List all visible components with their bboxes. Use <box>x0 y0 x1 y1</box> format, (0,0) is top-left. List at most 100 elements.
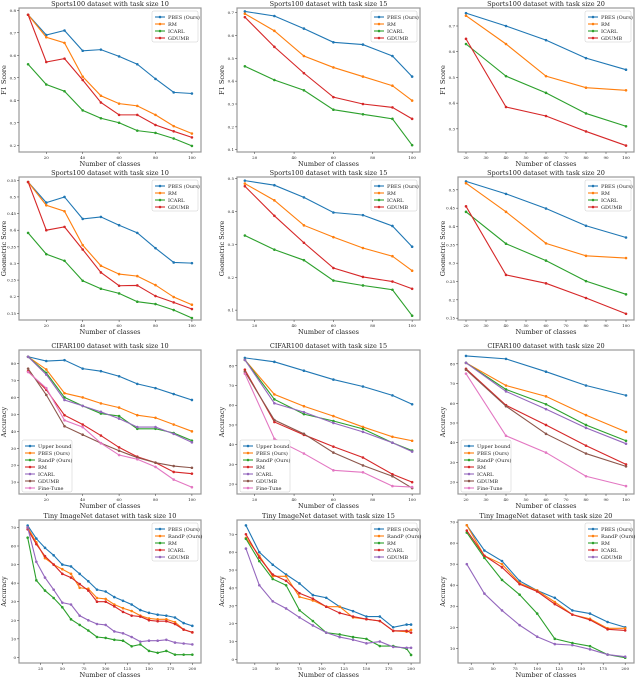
data-point <box>624 124 628 128</box>
y-tick-label: 0.1 <box>228 308 234 313</box>
data-point <box>87 587 90 591</box>
data-point <box>190 398 194 402</box>
data-point <box>99 48 103 51</box>
data-point <box>584 444 588 447</box>
data-point <box>584 426 588 430</box>
data-point <box>147 617 151 620</box>
data-point <box>464 180 468 183</box>
data-point <box>271 600 275 603</box>
data-point <box>117 284 121 288</box>
data-point <box>271 577 275 581</box>
y-tick-label: 0.2 <box>228 275 235 280</box>
data-point <box>136 284 139 287</box>
x-axis-label: Number of classes <box>79 502 140 510</box>
legend-label: PBES (Ours) <box>387 526 419 533</box>
data-point <box>136 457 139 461</box>
data-point <box>26 526 29 529</box>
y-tick-label: 10 <box>11 636 17 641</box>
data-point <box>332 378 335 381</box>
data-point <box>243 182 247 185</box>
legend-label: ICARL <box>168 548 185 554</box>
x-tick-label: 40 <box>503 497 509 502</box>
series-pbes-ours- <box>26 180 194 265</box>
data-point <box>544 395 548 398</box>
chart-title: CIFAR100 dataset with task size 10 <box>51 342 168 350</box>
data-point <box>365 615 368 618</box>
legend-label: GDUMB <box>601 555 622 561</box>
legend-marker <box>246 444 250 448</box>
data-point <box>365 642 368 645</box>
y-tick-label: 70 <box>229 383 235 388</box>
data-point <box>136 425 139 429</box>
chart-title: Sports100 dataset with task size 10 <box>51 0 169 8</box>
data-point <box>606 620 609 624</box>
data-point <box>298 591 301 595</box>
data-point <box>584 112 588 115</box>
data-point <box>45 359 48 363</box>
data-point <box>361 75 365 78</box>
data-point <box>190 472 194 475</box>
data-point <box>391 435 394 439</box>
data-point <box>172 137 175 140</box>
chart-panel: CIFAR100 dataset with task size 20 20 30 40… <box>439 342 635 510</box>
series-line <box>27 527 193 645</box>
data-point <box>391 288 394 292</box>
data-point <box>465 562 469 566</box>
data-point <box>113 630 116 633</box>
x-tick-label: 100 <box>188 155 196 160</box>
data-point <box>78 572 81 576</box>
legend-marker <box>28 458 32 462</box>
data-point <box>78 614 81 617</box>
y-tick-label: 60 <box>450 401 456 406</box>
x-axis-label: Number of classes <box>298 502 359 510</box>
x-tick-label: 125 <box>124 666 132 671</box>
data-point <box>26 524 29 527</box>
data-point <box>624 88 628 92</box>
x-tick-label: 20 <box>463 323 469 328</box>
x-tick-label: 80 <box>153 323 159 328</box>
y-axis-label: Geometric Score <box>439 221 447 277</box>
data-point <box>45 201 48 204</box>
chart-panel: Tiny ImageNet dataset with task size 10 2… <box>0 512 202 677</box>
series-pbes-ours- <box>464 180 628 239</box>
y-tick-label: 30 <box>229 462 235 467</box>
legend-label: RM <box>168 541 177 547</box>
data-point <box>571 641 574 645</box>
data-point <box>95 596 99 600</box>
data-point <box>244 537 248 541</box>
data-point <box>544 91 548 95</box>
x-tick-label: 80 <box>583 155 589 160</box>
x-tick-label: 60 <box>543 323 549 328</box>
data-point <box>391 254 394 258</box>
x-tick-label: 40 <box>503 323 509 328</box>
data-point <box>113 638 116 642</box>
chart-title: Tiny ImageNet dataset with task size 15 <box>262 512 395 520</box>
data-point <box>147 649 151 653</box>
data-point <box>139 615 142 618</box>
chart-panel: CIFAR100 dataset with task size 10 20 40 60… <box>0 342 202 510</box>
x-tick-label: 40 <box>292 497 298 502</box>
series-upper-bound <box>26 355 194 402</box>
data-point <box>172 464 175 468</box>
legend-marker <box>591 541 595 545</box>
data-point <box>391 474 394 478</box>
legend-label: RandP (Ours) <box>256 457 290 464</box>
legend-label: ICARL <box>387 548 404 554</box>
data-point <box>130 603 133 606</box>
legend-marker <box>591 22 595 26</box>
data-point <box>298 595 301 599</box>
y-axis-label: Accuracy <box>218 406 226 438</box>
y-tick-label: 0.35 <box>7 244 16 249</box>
data-point <box>165 614 168 617</box>
data-point <box>338 605 341 608</box>
data-point <box>544 242 548 245</box>
series-icarl <box>243 234 414 318</box>
data-point <box>154 465 157 469</box>
data-point <box>243 234 247 237</box>
data-point <box>52 588 55 591</box>
data-point <box>302 432 306 436</box>
data-point <box>78 623 81 627</box>
